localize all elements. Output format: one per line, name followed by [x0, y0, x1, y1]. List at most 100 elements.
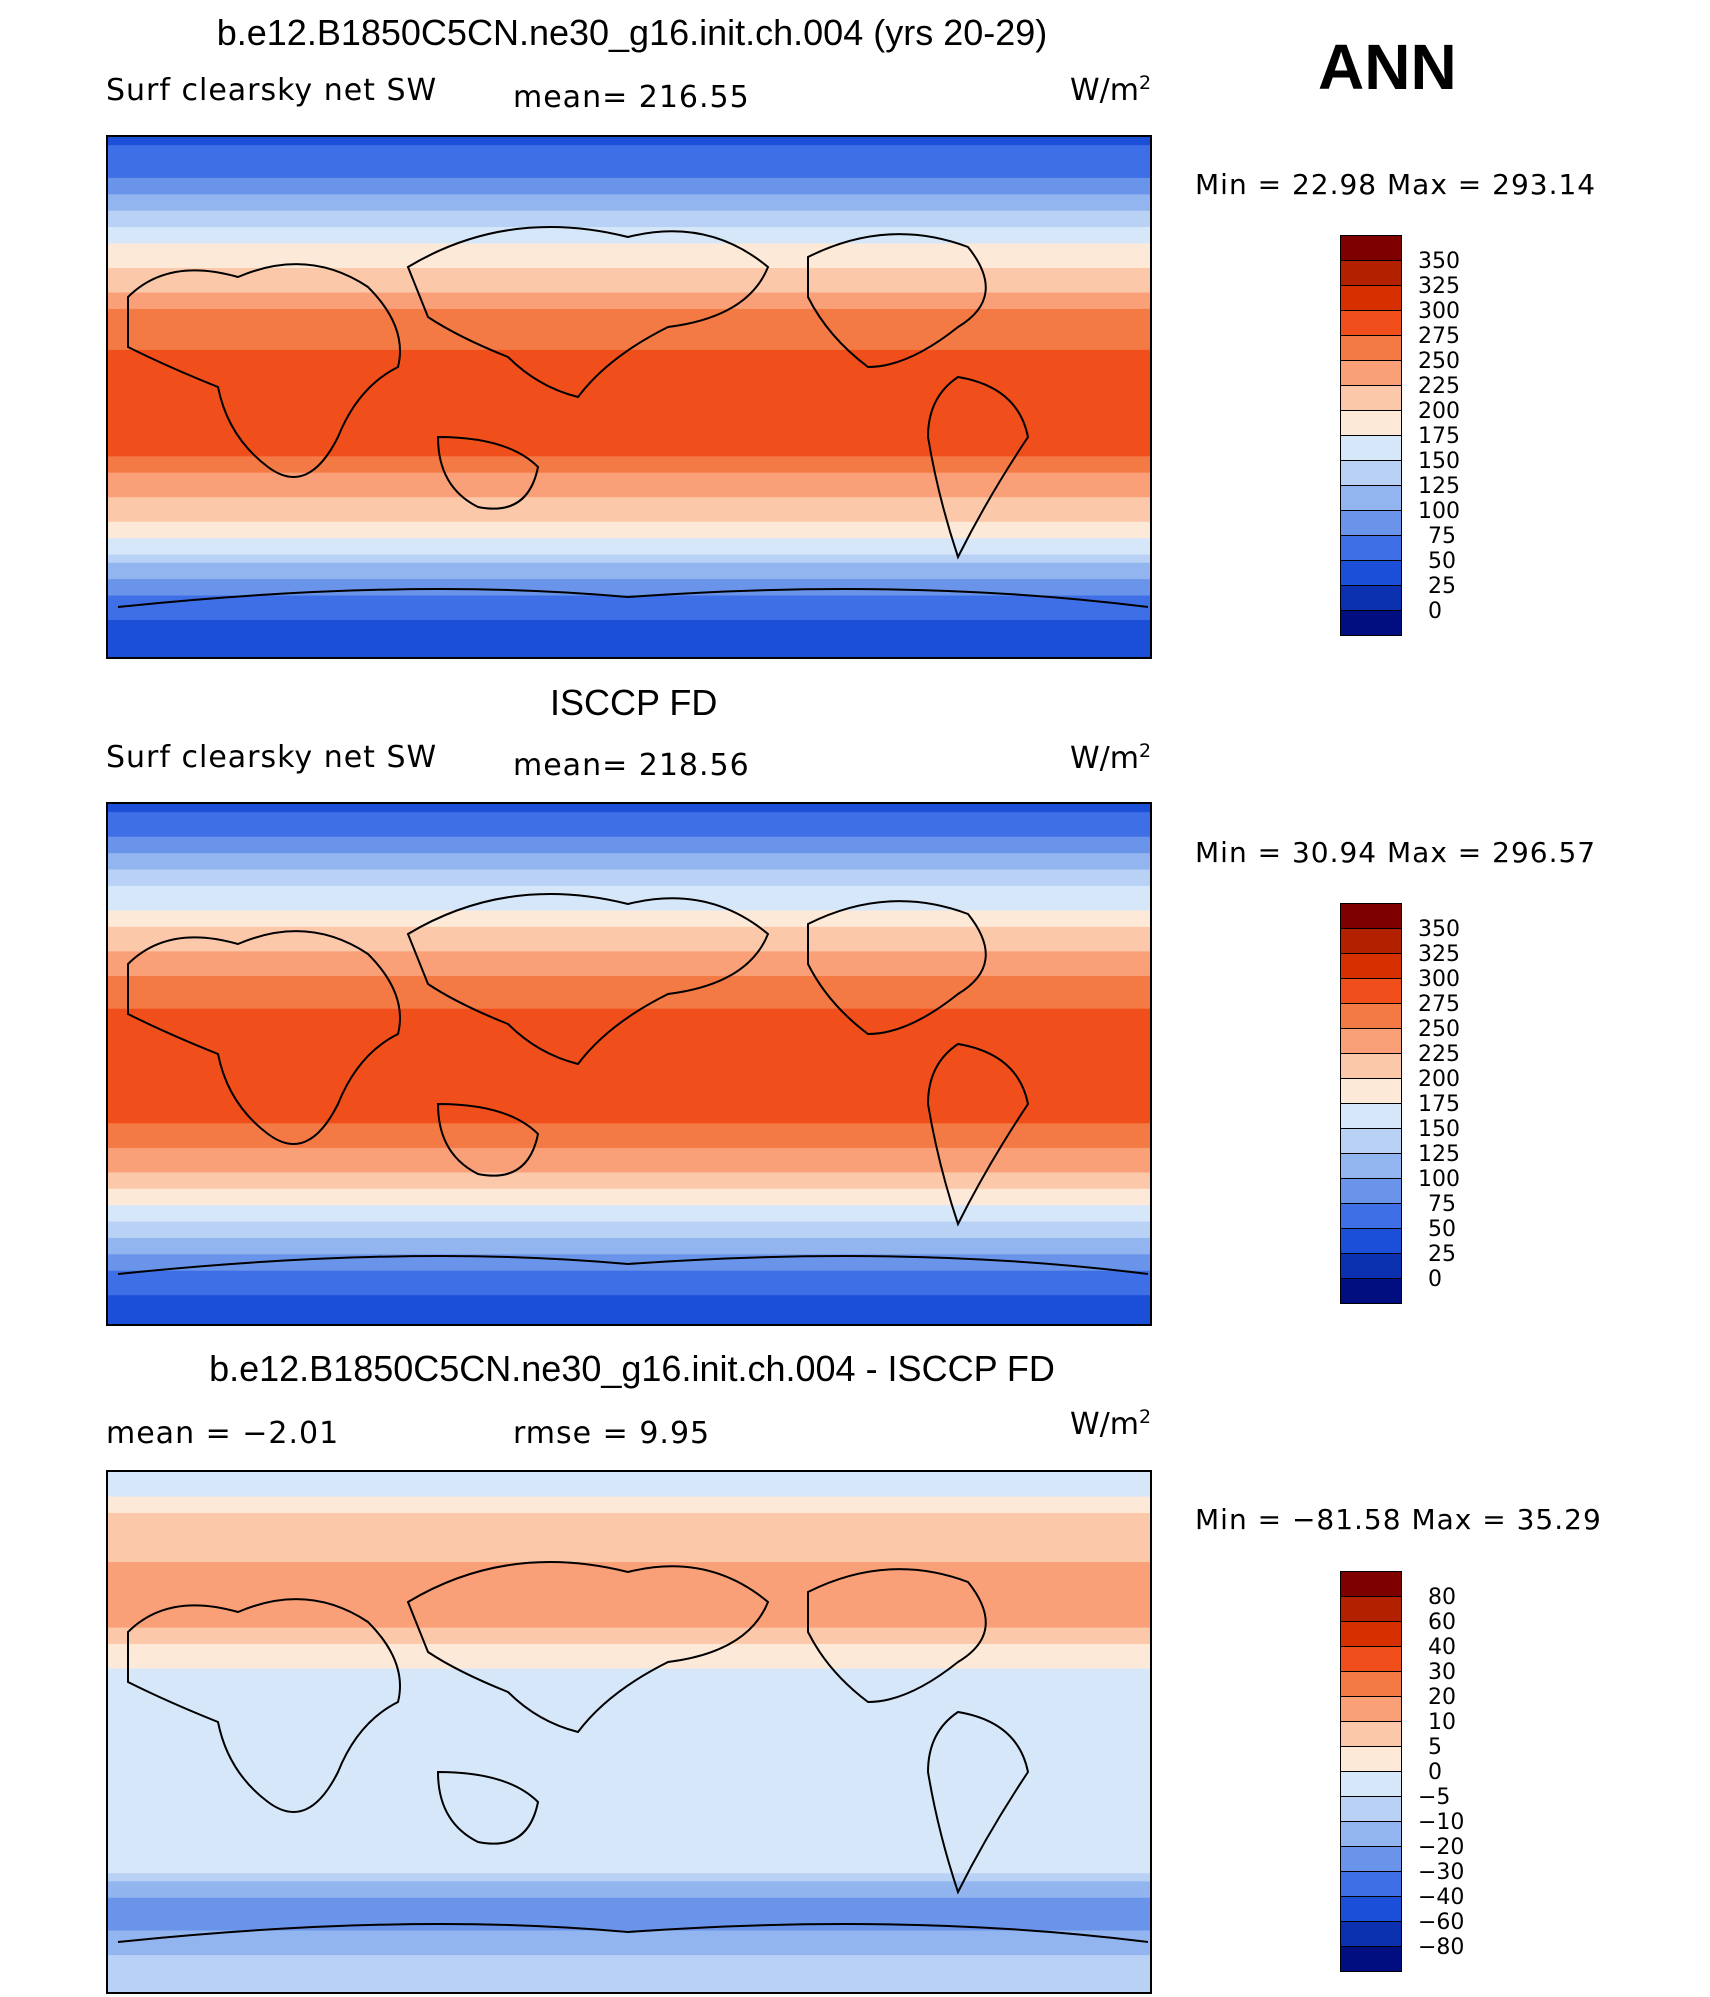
map-latitude-band [108, 1262, 1150, 1272]
colorbar-swatch [1340, 260, 1402, 286]
colorbar-tick-label: 200 [1418, 1067, 1460, 1092]
coastline [406, 1561, 770, 1734]
map-latitude-band [108, 1938, 1150, 1948]
colorbar-swatch [1340, 1946, 1402, 1972]
map-latitude-band [108, 935, 1150, 944]
panel2-mean-label: mean= 218.56 [513, 748, 750, 783]
map-latitude-band [108, 202, 1150, 212]
map-latitude-band [108, 1041, 1150, 1051]
colorbar-swatch [1340, 335, 1402, 361]
map-latitude-band [108, 243, 1150, 253]
map-latitude-band [108, 611, 1150, 621]
map-latitude-band [108, 1553, 1150, 1563]
panel3-title: b.e12.B1850C5CN.ne30_g16.init.ch.004 - I… [209, 1348, 1055, 1389]
colorbar-swatch [1340, 310, 1402, 336]
map-latitude-band [108, 333, 1150, 343]
map-latitude-band [108, 1090, 1150, 1100]
map-latitude-band [108, 1521, 1150, 1530]
map-latitude-band [108, 530, 1150, 539]
panel1-minmax: Min = 22.98 Max = 293.14 [1195, 168, 1597, 201]
map-latitude-band [108, 325, 1150, 335]
panel3-unit: W/m2 [1070, 1406, 1152, 1442]
map-latitude-band [108, 894, 1150, 903]
map-latitude-band [108, 472, 1150, 482]
map-latitude-band [108, 1205, 1150, 1214]
map-latitude-band [108, 1848, 1150, 1858]
map-latitude-band [108, 1131, 1150, 1141]
map-latitude-band [108, 300, 1150, 310]
colorbar-tick-label: −10 [1418, 1810, 1465, 1835]
panel3-mean-label: mean = −2.01 [106, 1416, 340, 1451]
map-latitude-band [108, 1742, 1150, 1751]
panel3-map [106, 1470, 1152, 1994]
colorbar-tick-label: 325 [1418, 274, 1460, 299]
coastline [807, 1568, 987, 1704]
map-latitude-band [108, 885, 1150, 895]
map-latitude-band [108, 1066, 1150, 1075]
panel2-map [106, 802, 1152, 1326]
map-latitude-band [108, 1504, 1150, 1514]
coastline [117, 1255, 1149, 1275]
coastline [807, 233, 987, 369]
map-latitude-band [108, 431, 1150, 441]
map-latitude-band [108, 1889, 1150, 1899]
map-latitude-band [108, 349, 1150, 359]
map-latitude-band [108, 268, 1150, 277]
map-latitude-band [108, 1278, 1150, 1288]
panel2-map-canvas [108, 804, 1150, 1324]
coastline [926, 1710, 1030, 1895]
map-latitude-band [108, 1635, 1150, 1645]
colorbar-swatch [1340, 285, 1402, 311]
panel3-rmse-label: rmse = 9.95 [513, 1416, 711, 1451]
colorbar-tick-label: −60 [1418, 1910, 1465, 1935]
coastline [117, 588, 1149, 608]
map-latitude-band [108, 1971, 1150, 1981]
map-latitude-band [108, 546, 1150, 556]
map-latitude-band [108, 399, 1150, 408]
coastline [436, 1102, 540, 1177]
map-latitude-band [108, 1578, 1150, 1588]
map-latitude-band [108, 636, 1150, 646]
map-latitude-band [108, 1319, 1150, 1324]
colorbar-swatch [1340, 610, 1402, 636]
panel2-variable-label: Surf clearsky net SW [106, 740, 438, 775]
map-latitude-band [108, 366, 1150, 376]
map-latitude-band [108, 1619, 1150, 1629]
map-latitude-band [108, 1611, 1150, 1620]
map-latitude-band [108, 1791, 1150, 1801]
colorbar-swatch [1340, 1696, 1402, 1722]
coastline [926, 1042, 1030, 1227]
map-latitude-band [108, 1815, 1150, 1825]
map-latitude-band [108, 1139, 1150, 1149]
map-latitude-band [108, 218, 1150, 228]
map-latitude-band [108, 595, 1150, 605]
colorbar-tick-label: 325 [1418, 942, 1460, 967]
map-latitude-band [108, 652, 1150, 657]
colorbar-swatch [1340, 1078, 1402, 1104]
map-latitude-band [108, 844, 1150, 854]
map-latitude-band [108, 579, 1150, 588]
map-latitude-band [108, 538, 1150, 547]
map-latitude-band [108, 1311, 1150, 1321]
colorbar-swatch [1340, 1746, 1402, 1772]
colorbar-tick-label: 25 [1428, 574, 1456, 599]
map-latitude-band [108, 1213, 1150, 1223]
map-latitude-band [108, 1000, 1150, 1010]
colorbar-swatch [1340, 903, 1402, 929]
map-latitude-band [108, 1824, 1150, 1833]
colorbar-tick-label: 250 [1418, 349, 1460, 374]
colorbar-swatch [1340, 1253, 1402, 1279]
coastline [127, 1598, 401, 1813]
map-latitude-band [108, 820, 1150, 830]
panel2-unit: W/m2 [1070, 740, 1152, 776]
map-latitude-band [108, 804, 1150, 813]
colorbar-swatch [1340, 1621, 1402, 1647]
map-latitude-band [108, 975, 1150, 985]
coastline [117, 1923, 1149, 1943]
map-latitude-band [108, 1246, 1150, 1255]
map-latitude-band [108, 1987, 1150, 1992]
map-latitude-band [108, 1676, 1150, 1686]
map-latitude-band [108, 1586, 1150, 1596]
panel3-colorbar [1340, 1571, 1402, 1972]
map-latitude-band [108, 1807, 1150, 1817]
